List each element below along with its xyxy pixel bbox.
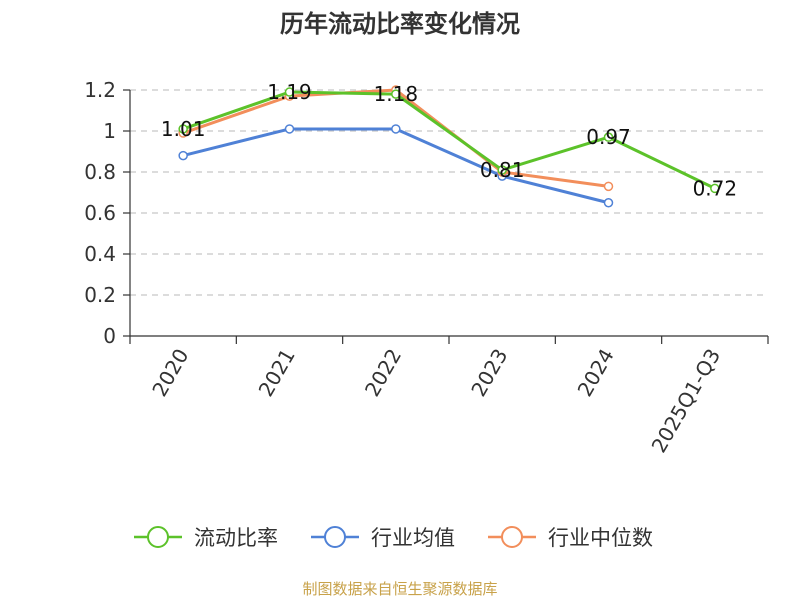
legend-item: 行业中位数 (488, 526, 653, 550)
data-label: 1.18 (374, 82, 419, 106)
data-label: 0.72 (693, 176, 738, 200)
y-tick-label: 1.2 (84, 78, 116, 102)
data-point (178, 150, 188, 161)
legend: 流动比率 行业均值 行业中位数 (134, 526, 653, 550)
x-tick-label: 2022 (360, 345, 406, 401)
x-tick-label: 2021 (254, 345, 300, 401)
legend-item: 行业均值 (311, 526, 455, 550)
y-tick-label: 0.8 (84, 160, 116, 184)
x-tick-label: 2025Q1-Q3 (646, 345, 725, 457)
y-tick-label: 0 (103, 324, 116, 348)
x-tick-label: 2023 (466, 344, 512, 400)
legend-label: 行业均值 (371, 526, 455, 550)
chart-title: 历年流动比率变化情况 (280, 10, 520, 38)
data-point (497, 165, 507, 175)
data-point (391, 89, 401, 99)
x-tick-label: 2024 (573, 345, 619, 401)
y-tick-label: 0.4 (84, 242, 116, 266)
data-point (603, 132, 614, 142)
legend-label: 行业中位数 (548, 526, 653, 550)
x-tick-label: 2020 (147, 345, 193, 401)
legend-marker (501, 526, 523, 548)
legend-marker (147, 526, 169, 548)
y-tick-label: 0.2 (84, 283, 116, 307)
data-point (391, 124, 401, 134)
data-label: 1.19 (267, 80, 312, 104)
data-point (603, 198, 614, 208)
data-label: 0.81 (480, 158, 525, 182)
data-point (178, 124, 188, 134)
plot-area (178, 85, 720, 208)
data-labels: 1.01 1.19 1.18 0.81 0.97 0.72 (161, 80, 737, 200)
y-tick-label: 0.6 (84, 201, 116, 225)
source-note: 制图数据来自恒生聚源数据库 (302, 580, 497, 598)
data-label: 1.01 (161, 117, 206, 141)
grid (130, 89, 768, 296)
series-line (182, 127, 609, 205)
legend-marker (324, 526, 346, 548)
data-label: 0.97 (586, 125, 631, 149)
data-point (284, 124, 295, 134)
data-point (710, 183, 720, 194)
data-point (603, 181, 614, 192)
data-point (284, 87, 295, 97)
y-tick-label: 1 (103, 119, 116, 143)
legend-item: 流动比率 (134, 526, 278, 550)
series-line (182, 90, 716, 190)
legend-label: 流动比率 (194, 526, 278, 550)
